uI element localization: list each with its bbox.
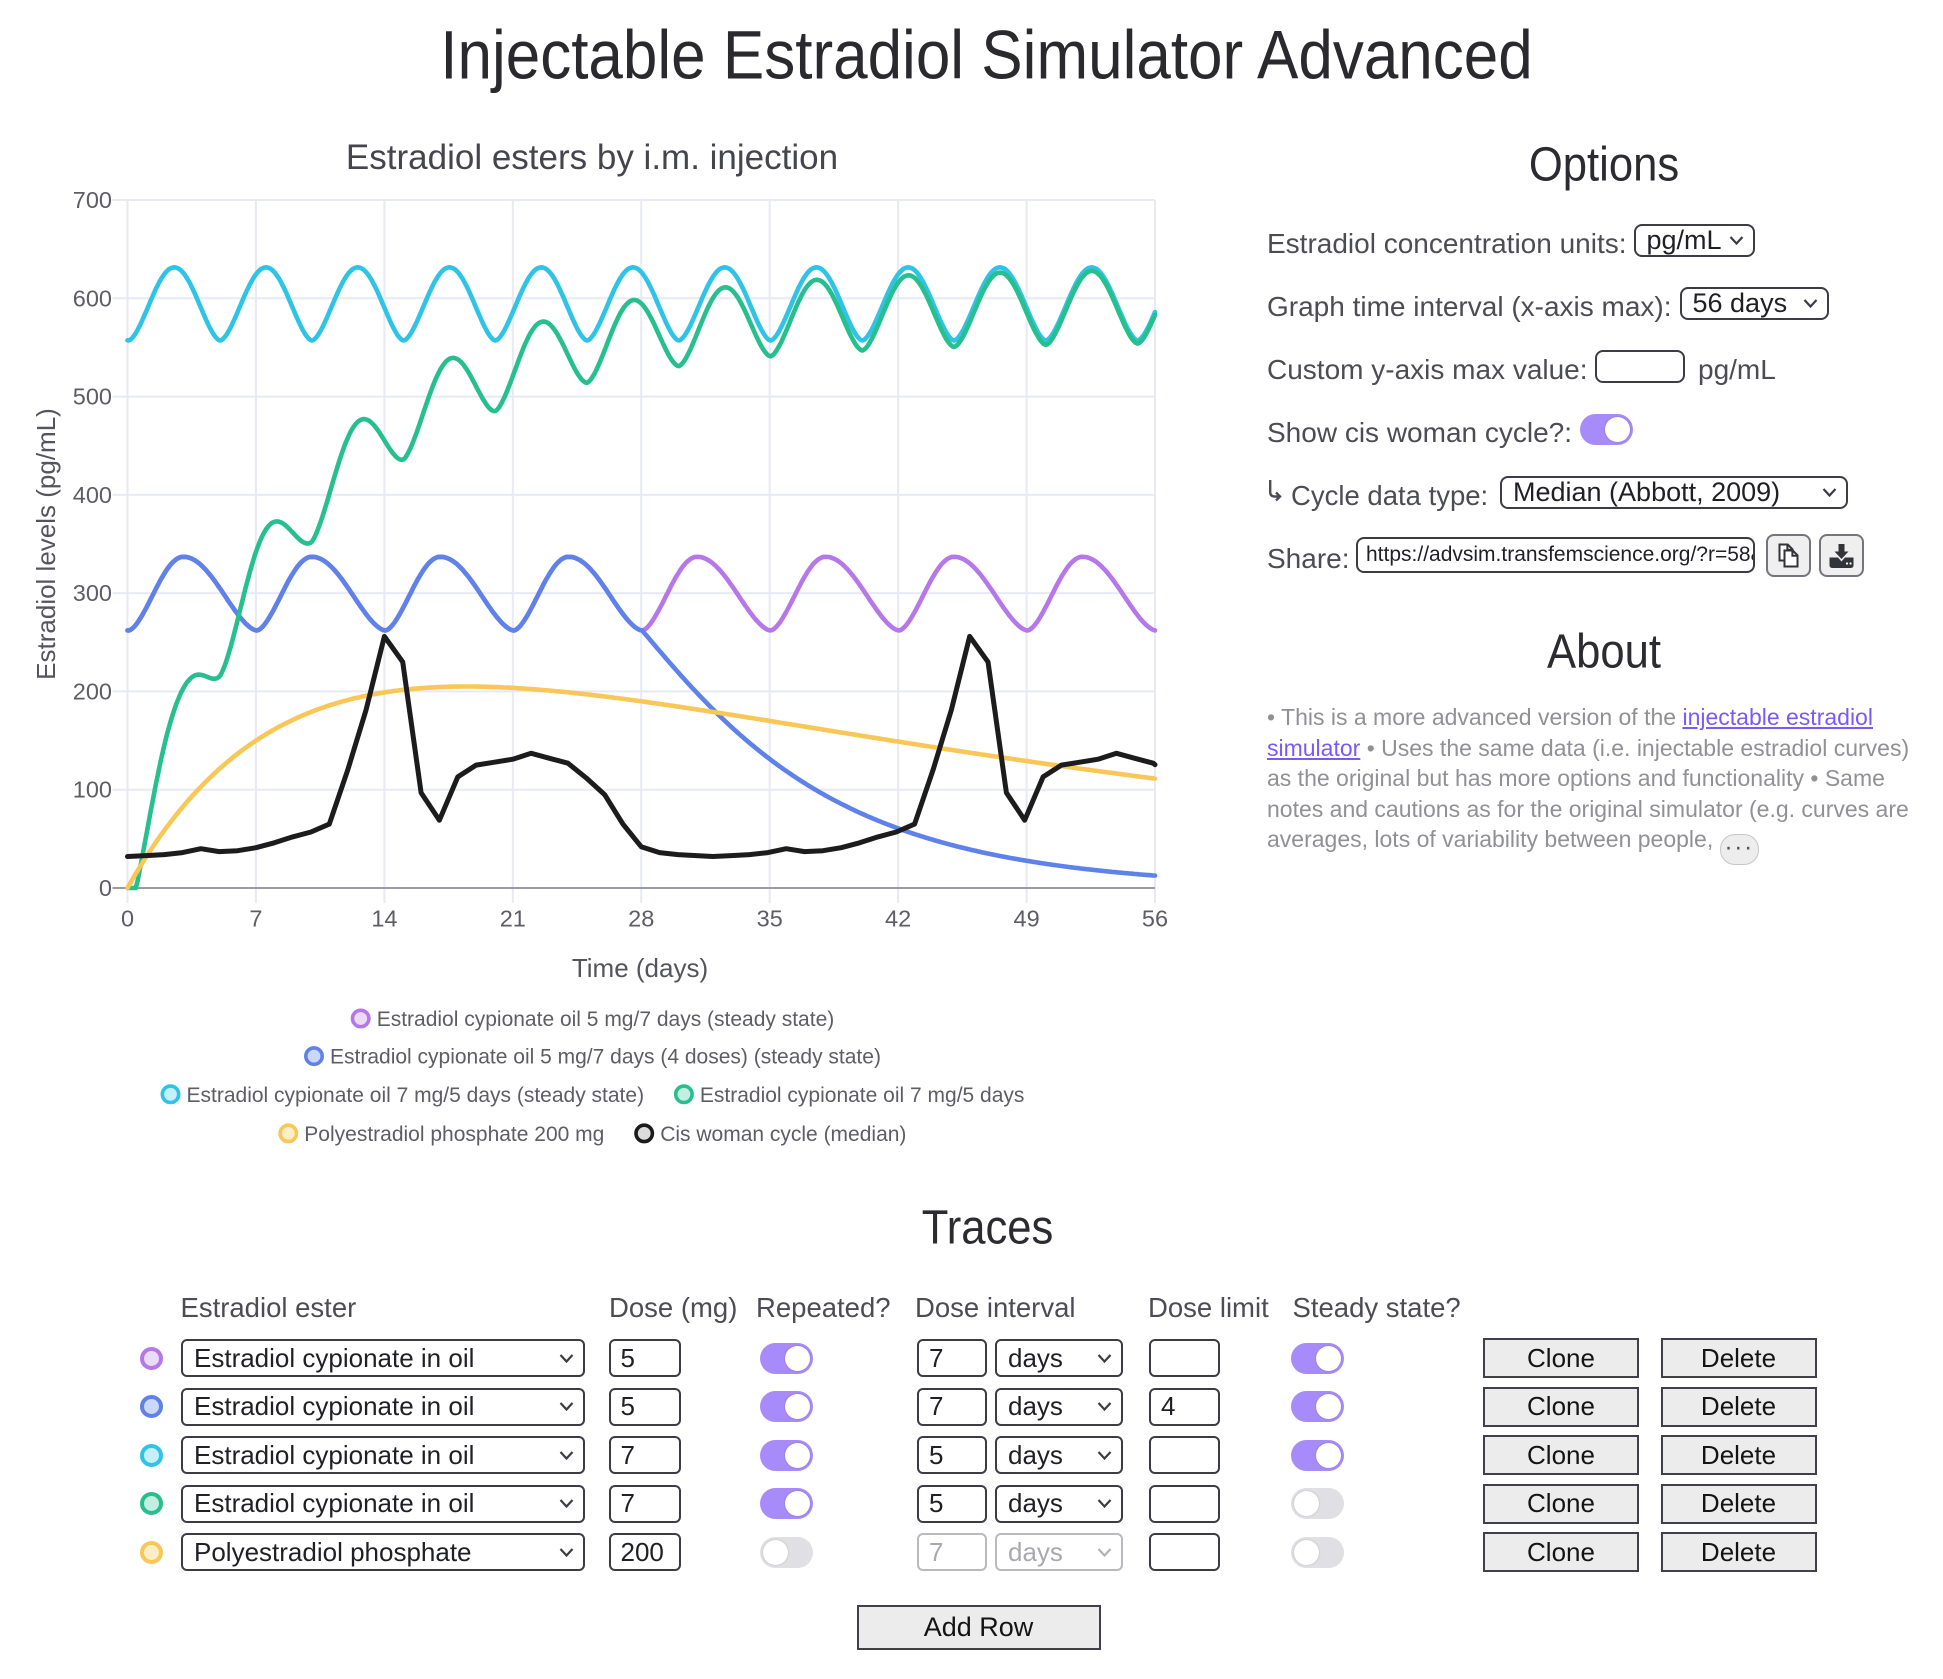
svg-text:100: 100 (73, 777, 112, 803)
svg-text:Cis woman cycle (median): Cis woman cycle (median) (660, 1123, 906, 1146)
svg-text:200: 200 (73, 678, 112, 704)
svg-text:700: 700 (73, 187, 112, 213)
svg-text:Estradiol cypionate oil 7 mg/5: Estradiol cypionate oil 7 mg/5 days (700, 1084, 1025, 1107)
svg-text:Estradiol cypionate oil 5 mg/7: Estradiol cypionate oil 5 mg/7 days (4 d… (330, 1046, 881, 1069)
svg-text:14: 14 (371, 906, 397, 932)
svg-text:28: 28 (628, 906, 654, 932)
svg-text:49: 49 (1014, 906, 1040, 932)
svg-text:Estradiol levels (pg/mL): Estradiol levels (pg/mL) (31, 408, 61, 680)
svg-text:Estradiol esters by i.m. injec: Estradiol esters by i.m. injection (346, 138, 838, 177)
svg-text:42: 42 (885, 906, 911, 932)
svg-text:400: 400 (73, 482, 112, 508)
svg-text:Estradiol cypionate oil 7 mg/5: Estradiol cypionate oil 7 mg/5 days (ste… (187, 1084, 645, 1107)
svg-text:Time (days): Time (days) (572, 953, 708, 983)
svg-text:600: 600 (73, 285, 112, 311)
svg-text:0: 0 (121, 906, 134, 932)
svg-text:0: 0 (99, 875, 112, 901)
svg-text:56: 56 (1142, 906, 1168, 932)
svg-text:Polyestradiol phosphate 200 mg: Polyestradiol phosphate 200 mg (304, 1123, 604, 1146)
svg-text:Estradiol cypionate oil 5 mg/7: Estradiol cypionate oil 5 mg/7 days (ste… (377, 1008, 835, 1031)
svg-text:21: 21 (500, 906, 526, 932)
svg-text:500: 500 (73, 384, 112, 410)
svg-text:7: 7 (249, 906, 262, 932)
svg-text:300: 300 (73, 580, 112, 606)
svg-text:35: 35 (757, 906, 783, 932)
